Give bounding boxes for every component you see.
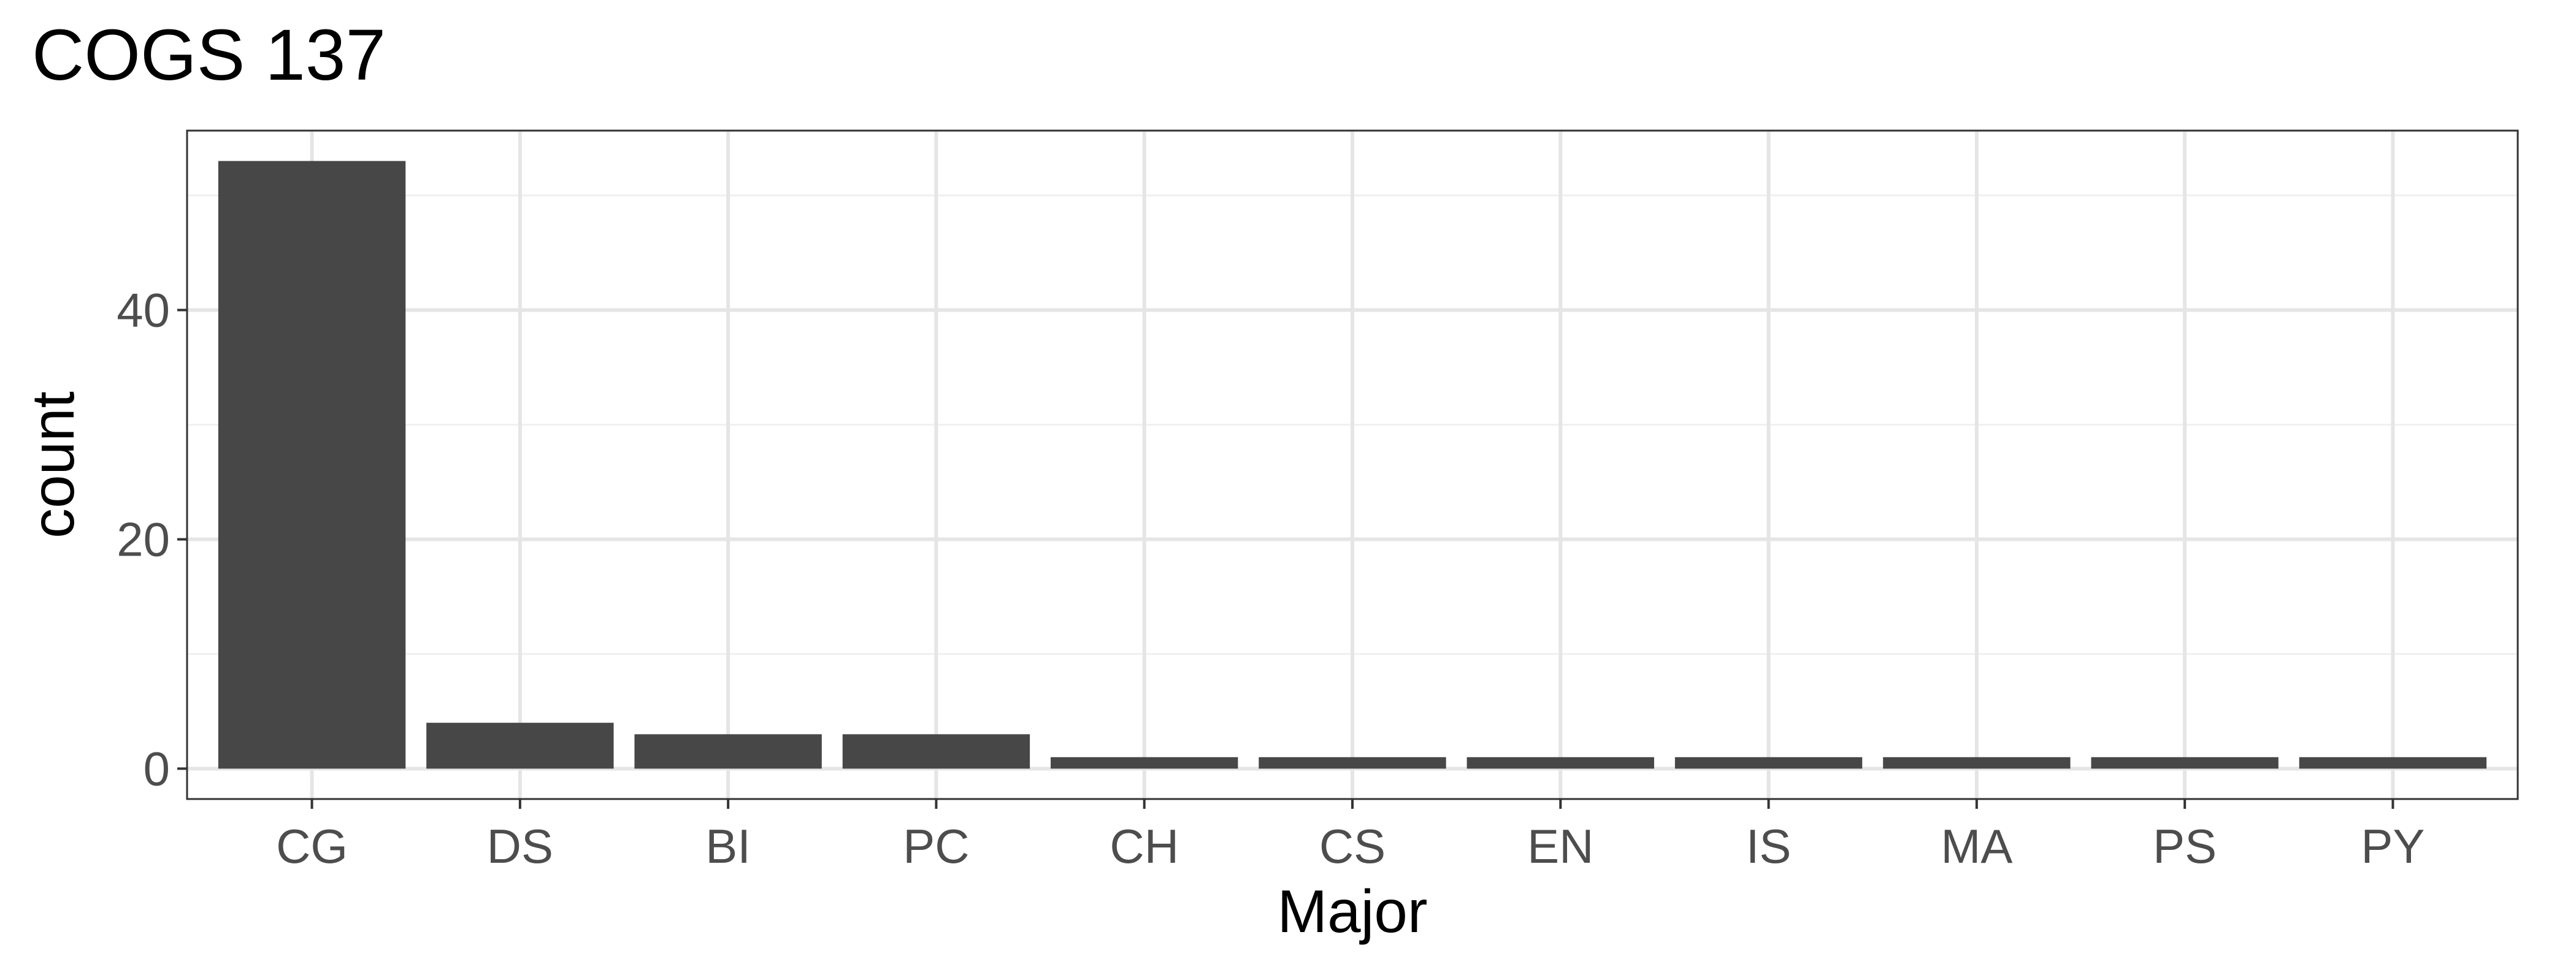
bar-ch xyxy=(1051,757,1238,769)
x-tick-label: CG xyxy=(276,819,348,873)
x-tick-label: PS xyxy=(2153,819,2217,873)
x-tick-label: PC xyxy=(903,819,969,873)
x-tick-label: BI xyxy=(705,819,751,873)
x-tick-label: CH xyxy=(1110,819,1179,873)
y-tick-label: 20 xyxy=(117,513,170,567)
y-tick-label: 40 xyxy=(117,283,170,337)
bar-cg xyxy=(218,161,406,769)
y-tick-label: 0 xyxy=(144,741,170,795)
y-axis-title: count xyxy=(19,391,86,538)
chart-title: COGS 137 xyxy=(32,15,386,96)
bar-ma xyxy=(1883,757,2071,769)
bar-py xyxy=(2299,757,2487,769)
bar-is xyxy=(1674,757,1863,769)
x-tick-label: MA xyxy=(1941,819,2012,873)
grid-lines xyxy=(187,131,2518,799)
x-tick-label: EN xyxy=(1527,819,1593,873)
bar-ps xyxy=(2091,757,2279,769)
bars xyxy=(218,161,2487,769)
x-tick-label: IS xyxy=(1746,819,1792,873)
bar-cs xyxy=(1259,757,1446,769)
x-tick-label: CS xyxy=(1319,819,1386,873)
x-tick-label: PY xyxy=(2361,819,2425,873)
bar-ds xyxy=(426,722,614,769)
x-tick-label: DS xyxy=(487,819,553,873)
axes: 0 20 40 CG DS BI PC CH CS EN IS MA PS PY xyxy=(117,283,2425,873)
bar-bi xyxy=(634,734,822,769)
bar-pc xyxy=(842,734,1030,769)
x-axis-title: Major xyxy=(1277,878,1427,945)
bar-en xyxy=(1466,757,1654,769)
